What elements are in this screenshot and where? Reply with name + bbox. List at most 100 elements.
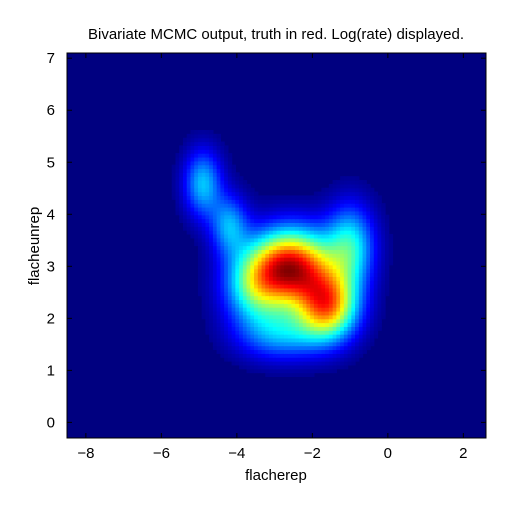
- heatmap-cell: [235, 237, 240, 243]
- heatmap-cell: [205, 322, 210, 327]
- heatmap-cell: [355, 345, 360, 351]
- heatmap-cell: [343, 245, 349, 250]
- heatmap-cell: [340, 222, 345, 227]
- heatmap-cell: [295, 210, 300, 216]
- heatmap-cell: [332, 334, 337, 339]
- heatmap-cell: [291, 299, 296, 304]
- heatmap-cell: [370, 318, 375, 324]
- heatmap-cell: [239, 241, 244, 247]
- heatmap-cell: [212, 245, 218, 250]
- heatmap-cell: [216, 230, 221, 235]
- heatmap-cell: [250, 249, 255, 254]
- heatmap-cell: [257, 334, 263, 339]
- heatmap-cell: [306, 345, 311, 351]
- heatmap-cell: [373, 276, 379, 281]
- heatmap-cell: [310, 303, 315, 308]
- heatmap-cell: [313, 237, 319, 243]
- heatmap-cell: [355, 199, 360, 204]
- heatmap-cell: [179, 207, 184, 212]
- heatmap-cell: [182, 183, 188, 189]
- heatmap-cell: [235, 264, 240, 270]
- heatmap-cell: [381, 226, 386, 231]
- heatmap-cell: [317, 307, 322, 312]
- heatmap-cell: [209, 307, 214, 312]
- heatmap-cell: [209, 222, 214, 227]
- heatmap-cell: [265, 237, 270, 243]
- heatmap-cell: [212, 149, 218, 154]
- heatmap-cell: [250, 341, 255, 347]
- heatmap-cell: [242, 203, 248, 208]
- heatmap-cell: [231, 187, 236, 193]
- heatmap-cell: [291, 353, 296, 358]
- heatmap-cell: [332, 230, 337, 235]
- heatmap-cell: [384, 226, 390, 231]
- heatmap-cell: [261, 233, 266, 239]
- heatmap-cell: [287, 241, 293, 247]
- heatmap-cell: [227, 222, 233, 227]
- heatmap-cell: [313, 318, 319, 324]
- heatmap-cell: [291, 318, 296, 324]
- heatmap-cell: [220, 253, 225, 258]
- heatmap-cell: [336, 299, 341, 304]
- heatmap-cell: [295, 361, 300, 366]
- heatmap-cell: [227, 299, 233, 304]
- heatmap-cell: [328, 330, 334, 335]
- heatmap-cell: [362, 241, 367, 247]
- heatmap-cell: [336, 349, 341, 354]
- heatmap-cell: [358, 295, 364, 300]
- heatmap-cell: [242, 187, 248, 193]
- heatmap-cell: [261, 276, 266, 281]
- heatmap-cell: [295, 272, 300, 277]
- heatmap-cell: [373, 314, 379, 320]
- heatmap-cell: [351, 226, 356, 231]
- heatmap-cell: [313, 357, 319, 362]
- heatmap-cell: [313, 341, 319, 347]
- heatmap-cell: [220, 183, 225, 189]
- heatmap-cell: [373, 214, 379, 220]
- heatmap-cell: [313, 272, 319, 277]
- heatmap-cell: [332, 364, 337, 370]
- heatmap-cell: [384, 230, 390, 235]
- heatmap-cell: [317, 299, 322, 304]
- heatmap-cell: [351, 253, 356, 258]
- heatmap-cell: [306, 310, 311, 316]
- heatmap-cell: [231, 276, 236, 281]
- heatmap-cell: [212, 334, 218, 339]
- heatmap-cell: [313, 361, 319, 366]
- heatmap-cell: [209, 326, 214, 331]
- heatmap-cell: [377, 218, 382, 223]
- heatmap-cell: [197, 291, 203, 297]
- heatmap-cell: [276, 241, 281, 247]
- heatmap-cell: [197, 133, 203, 139]
- heatmap-cell: [298, 249, 304, 254]
- heatmap-cell: [287, 284, 293, 289]
- heatmap-cell: [358, 210, 364, 216]
- heatmap-cell: [340, 257, 345, 262]
- heatmap-cell: [201, 257, 207, 262]
- heatmap-cell: [377, 314, 382, 320]
- heatmap-cell: [373, 295, 379, 300]
- heatmap-cell: [343, 199, 349, 204]
- heatmap-cell: [336, 291, 341, 297]
- heatmap-cell: [283, 368, 289, 374]
- heatmap-cell: [355, 314, 360, 320]
- heatmap-cell: [220, 299, 225, 304]
- heatmap-cell: [381, 299, 386, 304]
- heatmap-cell: [351, 264, 356, 270]
- heatmap-cell: [310, 349, 315, 354]
- heatmap-cell: [220, 322, 225, 327]
- heatmap-cell: [358, 260, 364, 266]
- heatmap-cell: [325, 337, 330, 343]
- heatmap-cell: [224, 145, 229, 150]
- heatmap-cell: [366, 272, 371, 277]
- heatmap-cell: [216, 322, 221, 327]
- heatmap-cell: [313, 345, 319, 351]
- heatmap-cell: [212, 307, 218, 312]
- heatmap-cell: [276, 222, 281, 227]
- heatmap-cell: [343, 268, 349, 274]
- heatmap-cell: [257, 260, 263, 266]
- heatmap-cell: [317, 353, 322, 358]
- heatmap-cell: [227, 187, 233, 193]
- heatmap-cell: [336, 314, 341, 320]
- heatmap-cell: [227, 291, 233, 297]
